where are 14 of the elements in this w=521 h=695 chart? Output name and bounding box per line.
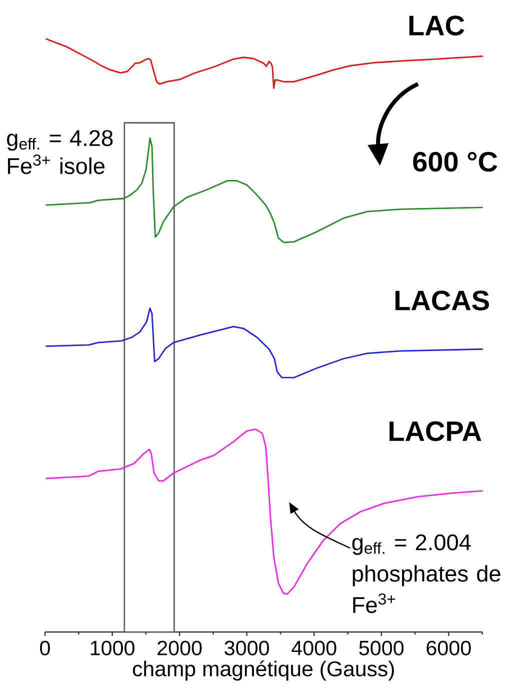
x-tick-label: 4000 — [292, 640, 336, 656]
band-label: g$_{eff.}$ = 4.28 Fe$^{3+}$ isole — [7, 130, 113, 174]
x-tick-label: 1000 — [90, 640, 134, 656]
x-tick-label: 5000 — [359, 640, 404, 656]
series-label: LAC — [409, 16, 464, 36]
x-tick-label: 6000 — [426, 640, 471, 656]
series-label: LACPA — [390, 421, 482, 442]
annotation: g$_{eff.}$ = 2.004 phosphates de Fe$^{3+}$ — [352, 534, 500, 614]
x-tick-label: 3000 — [224, 640, 269, 656]
x-tick-label: 0 — [40, 640, 50, 656]
series-label: LACAS — [395, 290, 489, 310]
x-axis-title: champ magnétique (Gauss) — [132, 660, 394, 681]
x-tick-label: 2000 — [158, 640, 202, 656]
series-label: 600 °C — [413, 152, 498, 172]
